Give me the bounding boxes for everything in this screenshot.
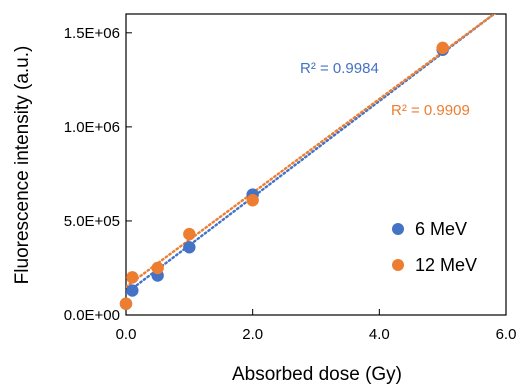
- data-point-6mev: [126, 284, 139, 297]
- legend-label-12mev: 12 MeV: [415, 255, 477, 275]
- plot-layer: 0.0E+00 5.0E+05 1.0E+06 1.5E+06 0.0 2.0 4.0 6.0: [64, 13, 517, 343]
- x-tick-label: 0.0: [116, 326, 137, 343]
- x-tick-label: 6.0: [496, 326, 517, 343]
- legend-label-6mev: 6 MeV: [415, 219, 467, 239]
- y-tick-label: 5.0E+05: [64, 213, 120, 230]
- legend-marker-12mev: [392, 259, 404, 271]
- x-tick-label: 4.0: [369, 326, 390, 343]
- data-point-12mev: [183, 227, 196, 241]
- x-axis-title: Absorbed dose (Gy): [232, 364, 402, 385]
- legend-marker-6mev: [392, 223, 404, 235]
- data-point-12mev: [126, 271, 139, 284]
- data-point-6mev: [183, 241, 196, 254]
- trendline-12mev: [126, 14, 496, 288]
- legend: 6 MeV 12 MeV: [392, 219, 477, 275]
- x-tick-label: 2.0: [242, 326, 263, 343]
- r2-label-6mev: R² = 0.9984: [300, 60, 379, 77]
- y-axis-title: Fluorescence intensity (a.u.): [12, 46, 33, 285]
- data-point-12mev: [246, 194, 259, 207]
- data-point-12mev: [119, 297, 133, 310]
- y-tick-label: 1.0E+06: [64, 119, 120, 136]
- data-point-12mev: [151, 261, 164, 275]
- data-point-12mev: [436, 41, 449, 55]
- y-tick-label: 0.0E+00: [64, 307, 120, 324]
- r2-label-12mev: R² = 0.9909: [391, 102, 470, 119]
- plot-area-border: [125, 13, 507, 316]
- y-tick-label: 1.5E+06: [64, 25, 120, 42]
